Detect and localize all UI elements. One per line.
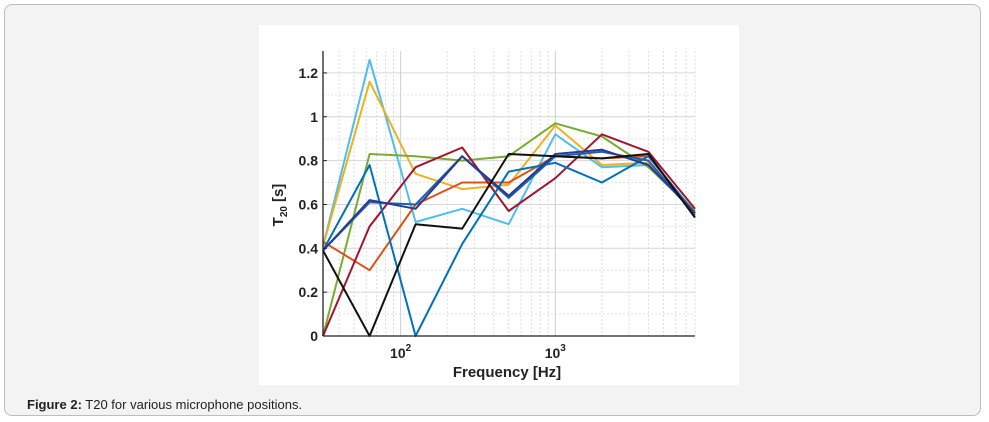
caption-text: T20 for various microphone positions.: [85, 397, 303, 412]
y-tick-label: 0.6: [299, 196, 319, 212]
series-line-8: [322, 148, 696, 252]
chart-figure: 0 0.2 0.4 0.6 0.8 1 1.2 102 103 Frequency [Hz] …: [259, 25, 739, 385]
y-tick-labels: 0 0.2 0.4 0.6 0.8 1 1.2: [299, 65, 319, 344]
series-line-5: [322, 133, 696, 337]
figure-frame: 0 0.2 0.4 0.6 0.8 1 1.2 102 103 Frequency [Hz] …: [4, 4, 981, 416]
x-tick-label: 102: [390, 343, 412, 361]
y-tick-label: 0.8: [299, 153, 319, 169]
x-axis-label: Frequency [Hz]: [453, 364, 561, 381]
series-line-9: [322, 153, 696, 337]
x-tick-labels: 102 103: [390, 343, 566, 361]
y-tick-label: 0: [310, 328, 318, 344]
y-axis-label-unit: [s]: [270, 184, 287, 202]
y-tick-label: 0.4: [299, 240, 319, 256]
y-axis-label: T20 [s]: [270, 184, 290, 227]
y-tick-label: 1: [310, 109, 318, 125]
y-axis-label-sub: 20: [279, 206, 290, 218]
y-tick-label: 0.2: [299, 284, 319, 300]
series-layer: [322, 58, 696, 337]
y-tick-label: 1.2: [299, 65, 319, 81]
figure-caption: Figure 2: T20 for various microphone pos…: [27, 397, 302, 412]
caption-label: Figure 2:: [27, 397, 82, 412]
chart-axes: [322, 51, 695, 337]
t20-line-chart: 00.20.40.60.811.2 102 103 Frequency [Hz] …: [270, 51, 696, 381]
y-axis-label-main: T: [270, 217, 287, 226]
x-tick-label: 103: [545, 343, 567, 361]
series-line-6: [322, 155, 696, 337]
series-line-2: [322, 80, 696, 247]
